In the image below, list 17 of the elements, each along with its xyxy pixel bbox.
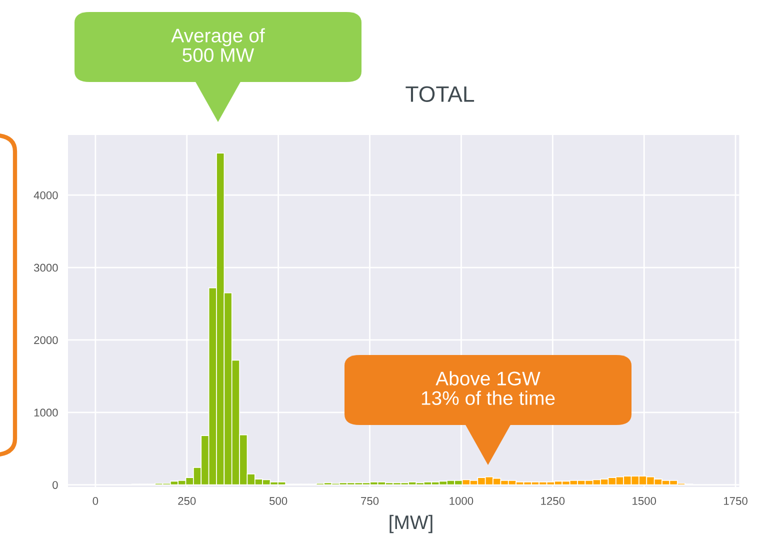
x-tick-label: 0 [92,497,98,505]
y-tick-label: 3000 [34,264,58,272]
x-tick-label: 1000 [450,497,474,505]
x-tick-label: 250 [178,497,196,505]
x-tick-label: 750 [361,497,379,505]
annotation: Above 1GW 13% of the time [422,371,555,405]
text: Average of 500 MW [171,28,265,62]
y-tick-label: 2000 [34,336,58,344]
x-tick-label: 1500 [632,497,656,505]
y-tick-label: 0 [52,481,58,489]
x-tick-label: 1750 [724,497,748,505]
y-tick-label: 4000 [34,191,58,200]
chart-title: TOTAL [406,86,474,102]
y-tick-label: 1000 [34,408,58,417]
x-axis-title: [MW] [390,514,432,534]
x-tick-label: 500 [269,497,288,505]
x-tick-label: 1250 [541,497,565,505]
